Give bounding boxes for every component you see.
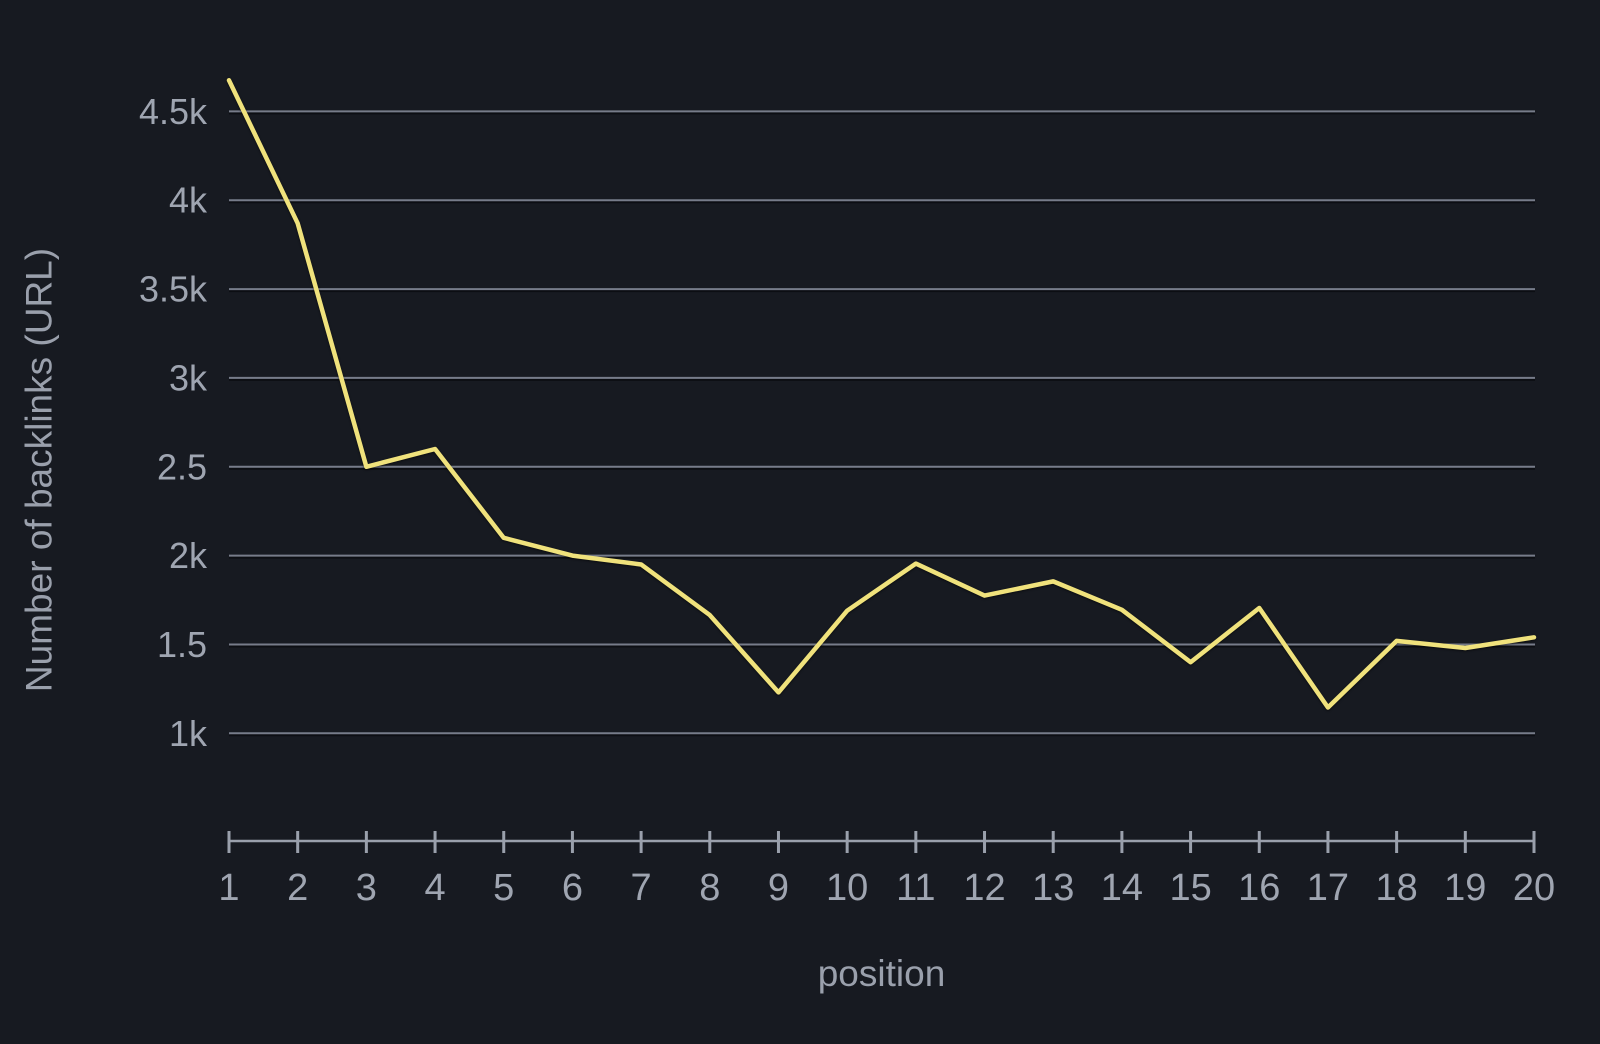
x-tick-label: 2 [287, 867, 308, 909]
y-axis-title: Number of backlinks (URL) [19, 248, 60, 692]
x-tick-label: 11 [896, 867, 935, 909]
x-tick-label: 8 [699, 867, 720, 909]
x-tick-label: 6 [562, 867, 583, 909]
y-tick-label: 4.5k [139, 91, 208, 132]
x-tick-label: 18 [1375, 867, 1417, 909]
x-tick-label: 4 [424, 867, 445, 909]
x-tick-label: 7 [631, 867, 652, 909]
x-tick-label: 12 [963, 867, 1005, 909]
y-tick-label: 2k [169, 535, 208, 576]
x-tick-label: 20 [1513, 867, 1555, 909]
y-tick-label: 1k [169, 713, 208, 754]
x-tick-label: 5 [493, 867, 514, 909]
x-tick-label: 9 [768, 867, 789, 909]
y-tick-label: 3k [169, 357, 208, 398]
y-tick-label: 1.5 [157, 624, 207, 665]
x-axis-group: 1 2 3 4 5 6 7 8 9 10 11 12 13 14 15 16 17 18 19 20 [218, 831, 1555, 909]
x-tick-label: 15 [1169, 867, 1211, 909]
x-tick-label: 1 [218, 867, 239, 909]
x-tick-label: 19 [1444, 867, 1486, 909]
x-tick-label: 17 [1307, 867, 1349, 909]
x-axis-title: position [818, 953, 946, 994]
x-tick-label: 14 [1101, 867, 1143, 909]
backlinks-series-line [226, 78, 1537, 710]
x-tick-label: 13 [1032, 867, 1074, 909]
x-tick-label: 3 [356, 867, 377, 909]
y-tick-label: 4k [169, 180, 208, 221]
y-tick-label: 3.5k [139, 269, 208, 310]
gridlines-group [229, 110, 1535, 737]
x-tick-label: 16 [1238, 867, 1280, 909]
y-axis-labels-group: 4.5k 4k 3.5k 3k 2.5 2k 1.5 1k [139, 91, 208, 754]
y-tick-label: 2.5 [157, 446, 207, 487]
x-tick-label: 10 [826, 867, 868, 909]
series-group [226, 78, 1537, 710]
